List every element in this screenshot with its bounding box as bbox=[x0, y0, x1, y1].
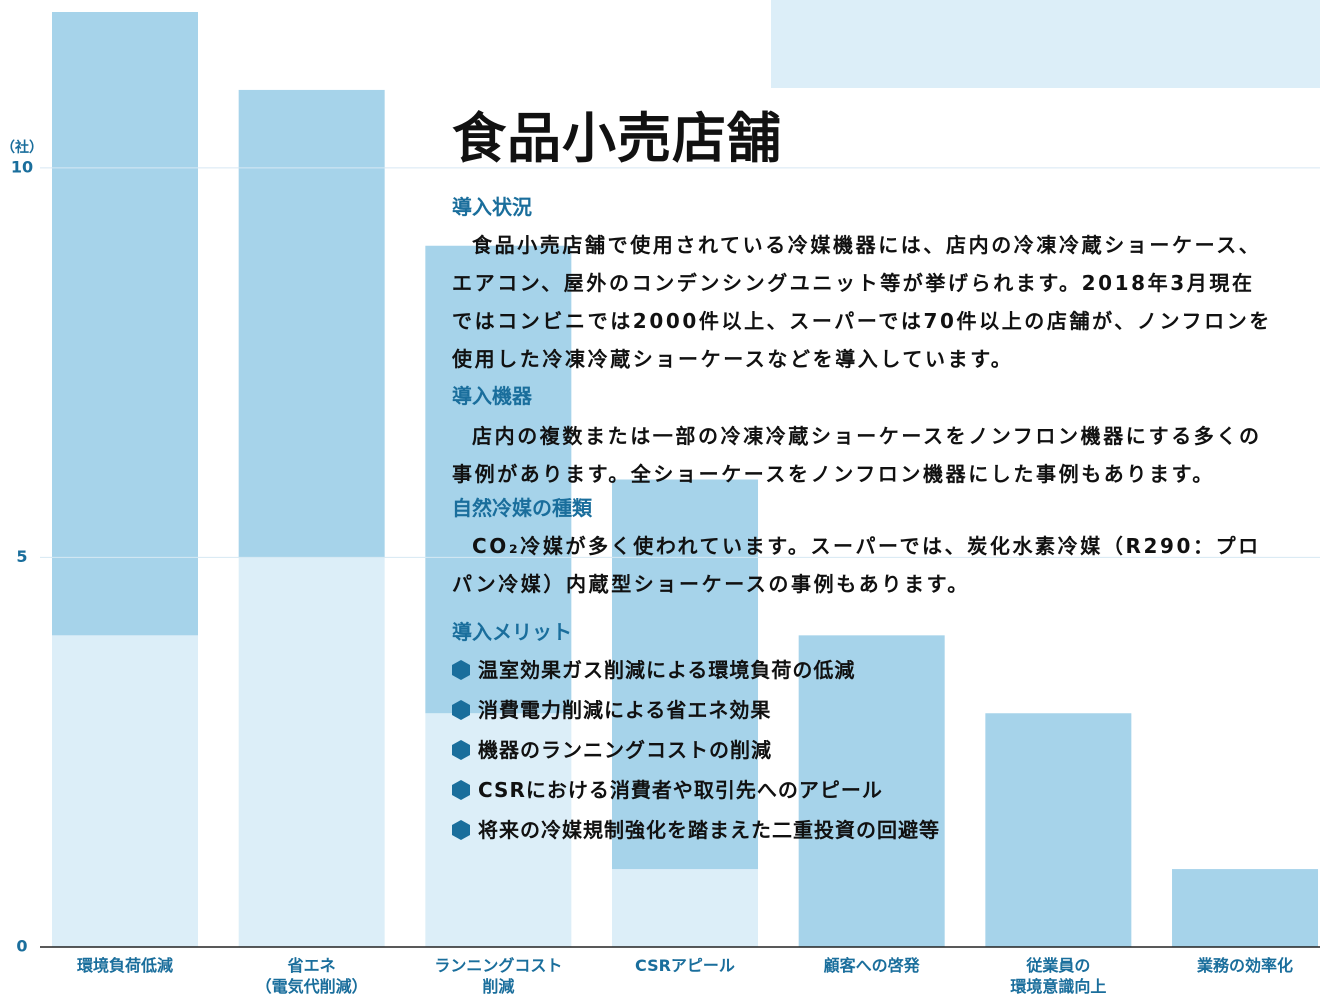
bar-segment bbox=[52, 12, 198, 636]
section-text: 店内の複数または一部の冷凍冷蔵ショーケースをノンフロン機器にする多くの事例があり… bbox=[452, 424, 1262, 486]
x-tick-label: 業務の効率化 bbox=[1197, 956, 1294, 975]
bar-segment bbox=[985, 713, 1132, 947]
y-unit: （社） bbox=[1, 139, 43, 156]
bar-segment bbox=[238, 557, 385, 947]
merit-text: 将来の冷媒規制強化を踏まえた二重投資の回避等 bbox=[478, 818, 940, 842]
bar-segment bbox=[425, 245, 572, 714]
section-heading: 導入メリット bbox=[452, 620, 572, 644]
bar-segment bbox=[52, 635, 198, 947]
bar-segment bbox=[612, 869, 759, 947]
merit-text: 機器のランニングコストの削減 bbox=[478, 738, 772, 762]
illustration bbox=[771, 0, 1320, 88]
bar-segment bbox=[238, 89, 385, 558]
merit-item: 温室効果ガス削減による環境負荷の低減 bbox=[452, 655, 855, 685]
section-heading: 自然冷媒の種類 bbox=[452, 496, 592, 520]
section-heading: 導入機器 bbox=[452, 384, 532, 408]
merit-item: 機器のランニングコストの削減 bbox=[452, 735, 772, 765]
merit-text: CSRにおける消費者や取引先へのアピール bbox=[478, 778, 883, 802]
merit-item: 消費電力削減による省エネ効果 bbox=[452, 695, 771, 725]
section-text: 食品小売店舗で使用されている冷媒機器には、店内の冷凍冷蔵ショーケース、エアコン、… bbox=[452, 233, 1272, 371]
merit-text: 温室効果ガス削減による環境負荷の低減 bbox=[478, 658, 856, 682]
bullet bbox=[452, 780, 470, 800]
x-tick-label: ランニングコスト 削減 bbox=[434, 956, 563, 996]
bullet bbox=[452, 820, 470, 840]
bullet bbox=[452, 740, 470, 760]
merit-text: 消費電力削減による省エネ効果 bbox=[478, 698, 772, 722]
section-text: CO₂冷媒が多く使われています。スーパーでは、炭化水素冷媒（R290：プロパン冷… bbox=[452, 534, 1261, 596]
x-tick-label: 顧客への啓発 bbox=[823, 956, 920, 975]
merit-item: 将来の冷媒規制強化を踏まえた二重投資の回避等 bbox=[452, 815, 940, 845]
y-tick-label: 5 bbox=[16, 547, 27, 566]
bullet bbox=[452, 660, 470, 680]
bar-segment bbox=[425, 713, 572, 947]
title: 食品小売店舗 bbox=[452, 107, 782, 170]
x-tick-label: CSRアピール bbox=[635, 956, 735, 975]
bar-segment bbox=[612, 479, 759, 870]
y-tick-label: 10 bbox=[11, 157, 33, 176]
bar-segment bbox=[798, 635, 945, 947]
bar-segment bbox=[1172, 869, 1319, 947]
y-tick-label: 0 bbox=[16, 937, 27, 956]
x-tick-label: 従業員の 環境意識向上 bbox=[1010, 956, 1107, 996]
merit-item: CSRにおける消費者や取引先へのアピール bbox=[452, 775, 883, 805]
bullet bbox=[452, 700, 470, 720]
section-heading: 導入状況 bbox=[452, 195, 532, 219]
x-tick-label: 省エネ （電気代削減） bbox=[255, 956, 368, 996]
x-tick-label: 環境負荷低減 bbox=[76, 956, 173, 975]
